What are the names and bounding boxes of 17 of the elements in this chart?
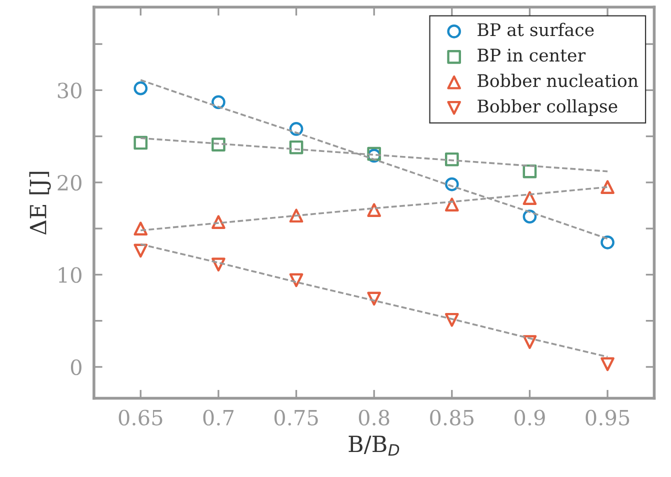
- x-tick-label: 0.8: [358, 410, 390, 426]
- y-tick-label: 30: [58, 82, 82, 98]
- legend-label: BP at surface: [478, 22, 594, 36]
- x-tick-label: 0.7: [203, 410, 234, 426]
- y-axis-title: ΔE [J]: [29, 172, 51, 235]
- x-tick-label: 0.75: [274, 410, 318, 426]
- x-tick-label: 0.65: [118, 410, 162, 426]
- x-tick-label: 0.95: [586, 410, 630, 426]
- x-tick-label: 0.85: [430, 410, 474, 426]
- legend-label: BP in center: [478, 48, 586, 62]
- x-tick-label: 0.9: [514, 410, 545, 426]
- y-tick-label: 10: [58, 267, 82, 283]
- legend-label: Bobber collapse: [478, 99, 618, 116]
- y-tick-label: 20: [58, 174, 82, 191]
- y-tick-label: 0: [70, 359, 82, 376]
- x-axis-title: B/B$_{D}$: [348, 436, 400, 456]
- legend-label: Bobber nucleation: [478, 74, 638, 88]
